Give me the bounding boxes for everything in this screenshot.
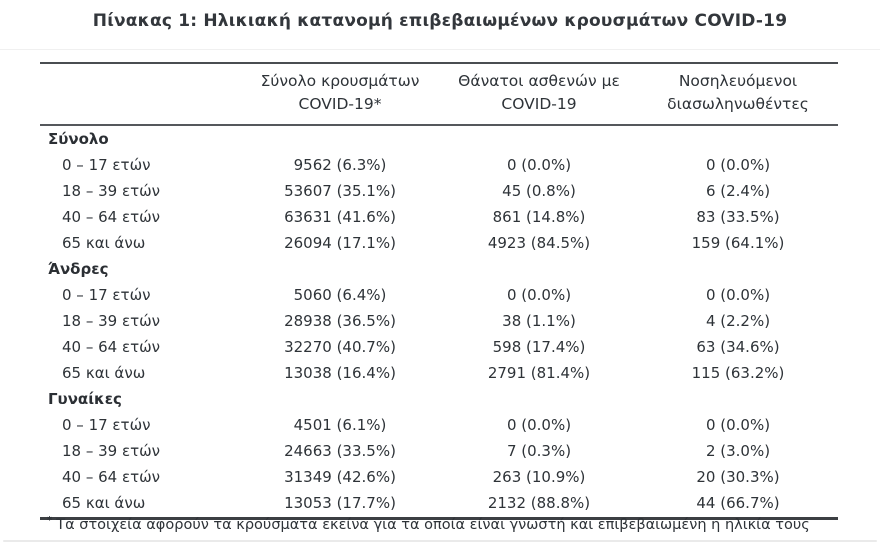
deaths-value: 0 (0.0%) [506, 416, 572, 434]
age-group-label: 18 – 39 ετών [62, 182, 161, 200]
table-row: 40 – 64 ετών 63631 (41.6%) 861 (14.8%) 8… [40, 204, 838, 230]
header-intubated: Νοσηλευόμενοι διασωληνωθέντες [638, 70, 838, 116]
header-deaths-line2: COVID-19 [501, 95, 577, 113]
cases-value: 53607 (35.1%) [284, 182, 396, 200]
deaths-value: 2132 (88.8%) [487, 494, 591, 512]
intubated-value: 20 (30.3%) [696, 468, 780, 486]
section-header-total: Σύνολο [40, 126, 838, 152]
age-group-label: 40 – 64 ετών [62, 338, 161, 356]
deaths-value: 4923 (84.5%) [487, 234, 591, 252]
deaths-value: 0 (0.0%) [506, 286, 572, 304]
table-row: 0 – 17 ετών 9562 (6.3%) 0 (0.0%) 0 (0.0%… [40, 152, 838, 178]
section-header-men: Άνδρες [40, 256, 838, 282]
deaths-value: 7 (0.3%) [506, 442, 572, 460]
footnote-text: Τα στοιχεία αφορούν τα κρούσματα εκείνα … [56, 516, 810, 533]
cases-value: 4501 (6.1%) [293, 416, 387, 434]
page-edge-bottom-divider [3, 540, 877, 542]
cases-value: 32270 (40.7%) [284, 338, 396, 356]
table-row: 0 – 17 ετών 5060 (6.4%) 0 (0.0%) 0 (0.0%… [40, 282, 838, 308]
section-label: Γυναίκες [48, 390, 122, 408]
age-group-label: 65 και άνω [62, 234, 146, 252]
deaths-value: 861 (14.8%) [492, 208, 586, 226]
table-row: 18 – 39 ετών 28938 (36.5%) 38 (1.1%) 4 (… [40, 308, 838, 334]
header-empty-cell [40, 70, 240, 116]
section-label: Άνδρες [48, 260, 109, 278]
age-group-label: 18 – 39 ετών [62, 312, 161, 330]
table-row: 65 και άνω 26094 (17.1%) 4923 (84.5%) 15… [40, 230, 838, 256]
section-header-women: Γυναίκες [40, 386, 838, 412]
table-row: 65 και άνω 13053 (17.7%) 2132 (88.8%) 44… [40, 490, 838, 516]
section-label: Σύνολο [48, 130, 109, 148]
page-title: Πίνακας 1: Ηλικιακή κατανομή επιβεβαιωμέ… [92, 11, 788, 31]
intubated-value: 4 (2.2%) [705, 312, 771, 330]
cases-value: 13038 (16.4%) [284, 364, 396, 382]
deaths-value: 263 (10.9%) [492, 468, 586, 486]
cases-value: 28938 (36.5%) [284, 312, 396, 330]
cases-value: 63631 (41.6%) [284, 208, 396, 226]
deaths-value: 2791 (81.4%) [487, 364, 591, 382]
header-total-cases-line2: COVID-19* [298, 95, 382, 113]
cases-value: 24663 (33.5%) [284, 442, 396, 460]
age-group-label: 0 – 17 ετών [62, 286, 151, 304]
table-row: 65 και άνω 13038 (16.4%) 2791 (81.4%) 11… [40, 360, 838, 386]
intubated-value: 83 (33.5%) [696, 208, 780, 226]
table-header: Σύνολο κρουσμάτων COVID-19* Θάνατοι ασθε… [40, 62, 838, 126]
table-row: 18 – 39 ετών 24663 (33.5%) 7 (0.3%) 2 (3… [40, 438, 838, 464]
deaths-value: 38 (1.1%) [502, 312, 576, 330]
table-row: 40 – 64 ετών 31349 (42.6%) 263 (10.9%) 2… [40, 464, 838, 490]
header-deaths: Θάνατοι ασθενών με COVID-19 [440, 70, 638, 116]
deaths-value: 598 (17.4%) [492, 338, 586, 356]
intubated-value: 115 (63.2%) [691, 364, 785, 382]
footnote: * Τα στοιχεία αφορούν τα κρούσματα εκείνα… [47, 515, 810, 533]
age-group-label: 65 και άνω [62, 494, 146, 512]
age-group-label: 0 – 17 ετών [62, 156, 151, 174]
age-group-label: 65 και άνω [62, 364, 146, 382]
header-total-cases: Σύνολο κρουσμάτων COVID-19* [240, 70, 440, 116]
table-row: 0 – 17 ετών 4501 (6.1%) 0 (0.0%) 0 (0.0%… [40, 412, 838, 438]
covid-age-distribution-table: Σύνολο κρουσμάτων COVID-19* Θάνατοι ασθε… [40, 62, 838, 520]
intubated-value: 6 (2.4%) [705, 182, 771, 200]
header-intubated-line2: διασωληνωθέντες [667, 95, 809, 113]
intubated-value: 0 (0.0%) [705, 286, 771, 304]
cases-value: 9562 (6.3%) [293, 156, 387, 174]
age-group-label: 40 – 64 ετών [62, 468, 161, 486]
age-group-label: 40 – 64 ετών [62, 208, 161, 226]
deaths-value: 45 (0.8%) [502, 182, 576, 200]
page-edge-top-divider [0, 49, 880, 50]
intubated-value: 2 (3.0%) [705, 442, 771, 460]
table-body: Σύνολο 0 – 17 ετών 9562 (6.3%) 0 (0.0%) … [40, 126, 838, 520]
cases-value: 13053 (17.7%) [284, 494, 396, 512]
intubated-value: 0 (0.0%) [705, 416, 771, 434]
intubated-value: 159 (64.1%) [691, 234, 785, 252]
intubated-value: 0 (0.0%) [705, 156, 771, 174]
table-row: 40 – 64 ετών 32270 (40.7%) 598 (17.4%) 6… [40, 334, 838, 360]
header-total-cases-line1: Σύνολο κρουσμάτων [260, 72, 420, 90]
age-group-label: 0 – 17 ετών [62, 416, 151, 434]
age-group-label: 18 – 39 ετών [62, 442, 161, 460]
cases-value: 5060 (6.4%) [293, 286, 387, 304]
cases-value: 31349 (42.6%) [284, 468, 396, 486]
header-deaths-line1: Θάνατοι ασθενών με [458, 72, 620, 90]
deaths-value: 0 (0.0%) [506, 156, 572, 174]
intubated-value: 63 (34.6%) [696, 338, 780, 356]
cases-value: 26094 (17.1%) [284, 234, 396, 252]
intubated-value: 44 (66.7%) [696, 494, 780, 512]
table-row: 18 – 39 ετών 53607 (35.1%) 45 (0.8%) 6 (… [40, 178, 838, 204]
header-intubated-line1: Νοσηλευόμενοι [678, 72, 798, 90]
footnote-asterisk: * [47, 515, 53, 526]
